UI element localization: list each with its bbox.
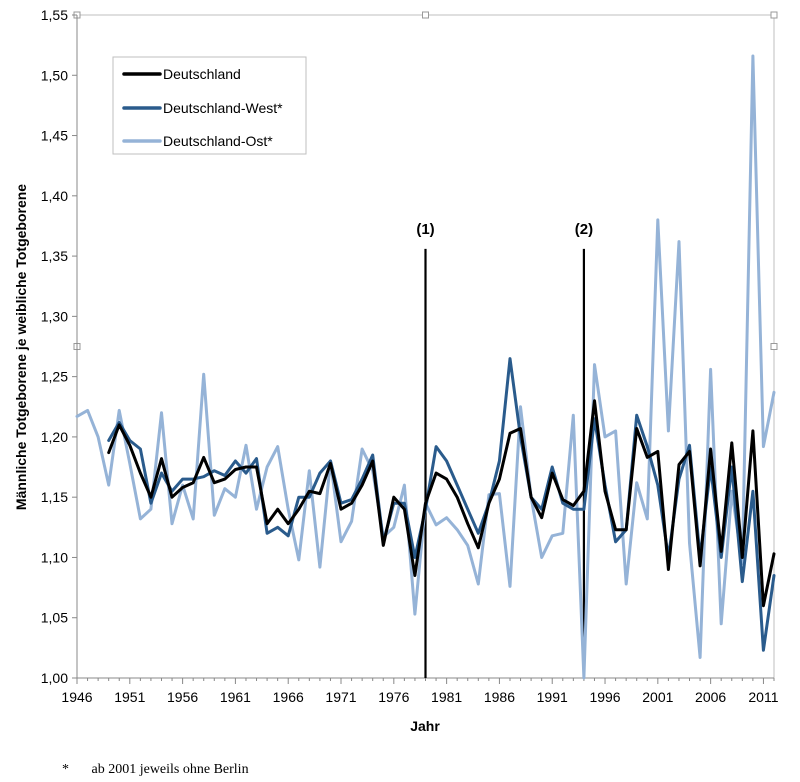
legend-label-deutschland-ost: Deutschland-Ost* (163, 133, 273, 149)
y-axis-title: Männliche Totgeborene je weibliche Totge… (13, 184, 29, 510)
x-axis-title: Jahr (410, 718, 440, 734)
x-tick-label: 2011 (748, 689, 778, 705)
x-tick-label: 1946 (61, 689, 92, 705)
y-tick-label: 1,25 (41, 369, 68, 385)
stillbirth-ratio-chart: 1,00 1,05 1,10 1,15 1,20 1,25 1,30 1,35 1,40 1,45… (13, 7, 779, 734)
frame-handle (422, 11, 429, 19)
annotation-label: (1) (416, 221, 434, 238)
annotation-label: (2) (575, 221, 593, 238)
x-tick-label: 1956 (167, 689, 198, 705)
y-tick-label: 1,30 (41, 308, 68, 324)
y-tick-label: 1,35 (41, 248, 68, 264)
y-tick-label: 1,15 (41, 489, 68, 505)
x-tick-label: 1961 (220, 689, 251, 705)
x-tick-label: 1976 (378, 689, 409, 705)
frame-handle (770, 11, 778, 19)
y-tick-label: 1,00 (41, 670, 68, 686)
y-tick-label: 1,50 (41, 67, 68, 83)
footnote-text: ab 2001 jeweils ohne Berlin (91, 762, 249, 777)
x-tick-label: 2001 (642, 689, 673, 705)
x-tick-label: 1971 (325, 689, 356, 705)
x-tick-label: 2006 (695, 689, 726, 705)
legend-label-deutschland-west: Deutschland-West* (163, 100, 283, 116)
x-tick-label: 1951 (114, 689, 145, 705)
x-tick-label: 1966 (273, 689, 304, 705)
y-tick-label: 1,40 (41, 188, 68, 204)
y-axis-ticks: 1,00 1,05 1,10 1,15 1,20 1,25 1,30 1,35 1,40 1,45… (41, 7, 77, 686)
y-tick-label: 1,05 (41, 610, 68, 626)
frame-handle (770, 343, 778, 350)
series-line-deutschland (107, 399, 776, 608)
y-tick-label: 1,45 (41, 128, 68, 144)
legend: Deutschland Deutschland-West* Deutschlan… (112, 56, 307, 155)
annotation-markers: (1) (2) (416, 221, 593, 678)
footnote: * ab 2001 jeweils ohne Berlin (62, 762, 249, 778)
series-lines (75, 54, 776, 680)
x-tick-label: 1986 (484, 689, 515, 705)
x-axis-ticks: 1946 1951 1956 1961 1966 1971 1976 1981 1986 1991… (61, 678, 779, 705)
legend-label-deutschland: Deutschland (163, 66, 241, 82)
y-tick-label: 1,20 (41, 429, 68, 445)
y-tick-label: 1,55 (41, 7, 68, 23)
y-tick-label: 1,10 (41, 549, 68, 565)
x-tick-label: 1981 (431, 689, 462, 705)
footnote-marker: * (62, 762, 69, 777)
x-tick-label: 1996 (589, 689, 620, 705)
x-tick-label: 1991 (537, 689, 568, 705)
